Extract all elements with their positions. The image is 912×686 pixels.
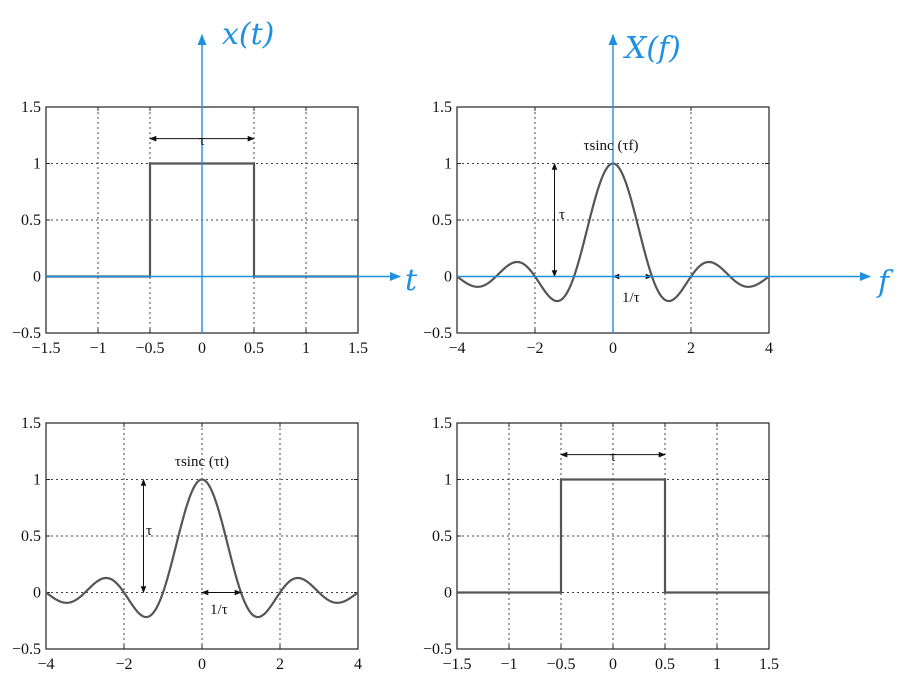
handwritten-Xf-label: X(f) — [623, 31, 681, 66]
x-tick-label: 0 — [198, 656, 206, 673]
y-tick-label: 1 — [444, 472, 452, 489]
panel-rect-time: −1.5 −1 −0.5 0 0.5 1 1.5 −0.5 0 0.5 1 1.5 — [12, 33, 402, 357]
y-tick-label: 1.5 — [432, 99, 452, 116]
handwritten-xt-label: x(t) — [222, 17, 274, 52]
x-tick-label: −0.5 — [546, 656, 575, 673]
sinc-time-zero-label: 1/τ — [210, 602, 228, 618]
x-tick-label: 1.5 — [759, 656, 779, 673]
x-tick-label: 0.5 — [655, 656, 675, 673]
y-tick-label: 0.5 — [432, 212, 452, 229]
x-tick-label: −1 — [500, 656, 517, 673]
x-tick-label: 1.5 — [348, 340, 368, 357]
x-tick-label: 0 — [198, 340, 206, 357]
y-tick-label: 0.5 — [432, 528, 452, 545]
x-tick-label: −1.5 — [31, 340, 60, 357]
y-tick-label: 1.5 — [432, 415, 452, 432]
y-tick-label: 0 — [33, 269, 41, 286]
x-tick-label: −1.5 — [442, 656, 471, 673]
x-tick-label: 0 — [609, 656, 617, 673]
y-tick-label: −0.5 — [423, 641, 452, 658]
x-tick-label: 1 — [713, 656, 721, 673]
panel-rect-frequency: −1.5 −1 −0.5 0 0.5 1 1.5 −0.5 0 0.5 1 1.5 — [423, 415, 779, 673]
y-tick-label: 0 — [33, 585, 41, 602]
x-tick-label: −1 — [89, 340, 106, 357]
series-line — [457, 478, 769, 594]
y-tick-label: 1 — [33, 472, 41, 489]
series-line — [45, 478, 359, 619]
x-tick-label: −2 — [115, 656, 132, 673]
x-tick-label: −0.5 — [135, 340, 164, 357]
x-tick-label: 2 — [276, 656, 284, 673]
y-tick-label: 0.5 — [21, 528, 41, 545]
y-tick-label: −0.5 — [12, 325, 41, 342]
y-tick-label: 0 — [444, 269, 452, 286]
sinc-freq-label: τsinc (τf) — [584, 138, 639, 154]
x-tick-label: −2 — [526, 340, 543, 357]
x-tick-label: 4 — [765, 340, 773, 357]
sinc-freq-zero-label: 1/τ — [622, 290, 640, 306]
handwritten-t-label: t — [405, 263, 418, 298]
tau-width-label-bottom: τ — [610, 449, 616, 465]
x-tick-label: −4 — [448, 340, 465, 357]
x-tick-label: 0.5 — [244, 340, 264, 357]
y-tick-label: −0.5 — [12, 641, 41, 658]
sinc-freq-height-label: τ — [559, 207, 565, 223]
sinc-time-label: τsinc (τt) — [175, 454, 229, 470]
x-tick-label: 2 — [687, 340, 695, 357]
y-tick-label: 0 — [444, 585, 452, 602]
panel-sinc-frequency: −4 −2 0 2 4 −0.5 0 0.5 1 1.5 — [423, 33, 872, 357]
x-tick-label: 1 — [302, 340, 310, 357]
y-tick-label: 1.5 — [21, 99, 41, 116]
x-tick-label: −4 — [37, 656, 54, 673]
y-tick-label: 0.5 — [21, 212, 41, 229]
x-tick-label: 0 — [609, 340, 617, 357]
y-tick-label: −0.5 — [423, 325, 452, 342]
x-tick-label: 4 — [354, 656, 362, 673]
y-tick-label: 1 — [444, 156, 452, 173]
y-tick-label: 1 — [33, 156, 41, 173]
y-tick-label: 1.5 — [21, 415, 41, 432]
handwritten-f-label: f — [876, 265, 894, 300]
sinc-time-height-label: τ — [146, 523, 152, 539]
panel-sinc-time: −4 −2 0 2 4 −0.5 0 0.5 1 1.5 — [12, 415, 362, 673]
tau-width-label-top: τ — [199, 133, 205, 149]
